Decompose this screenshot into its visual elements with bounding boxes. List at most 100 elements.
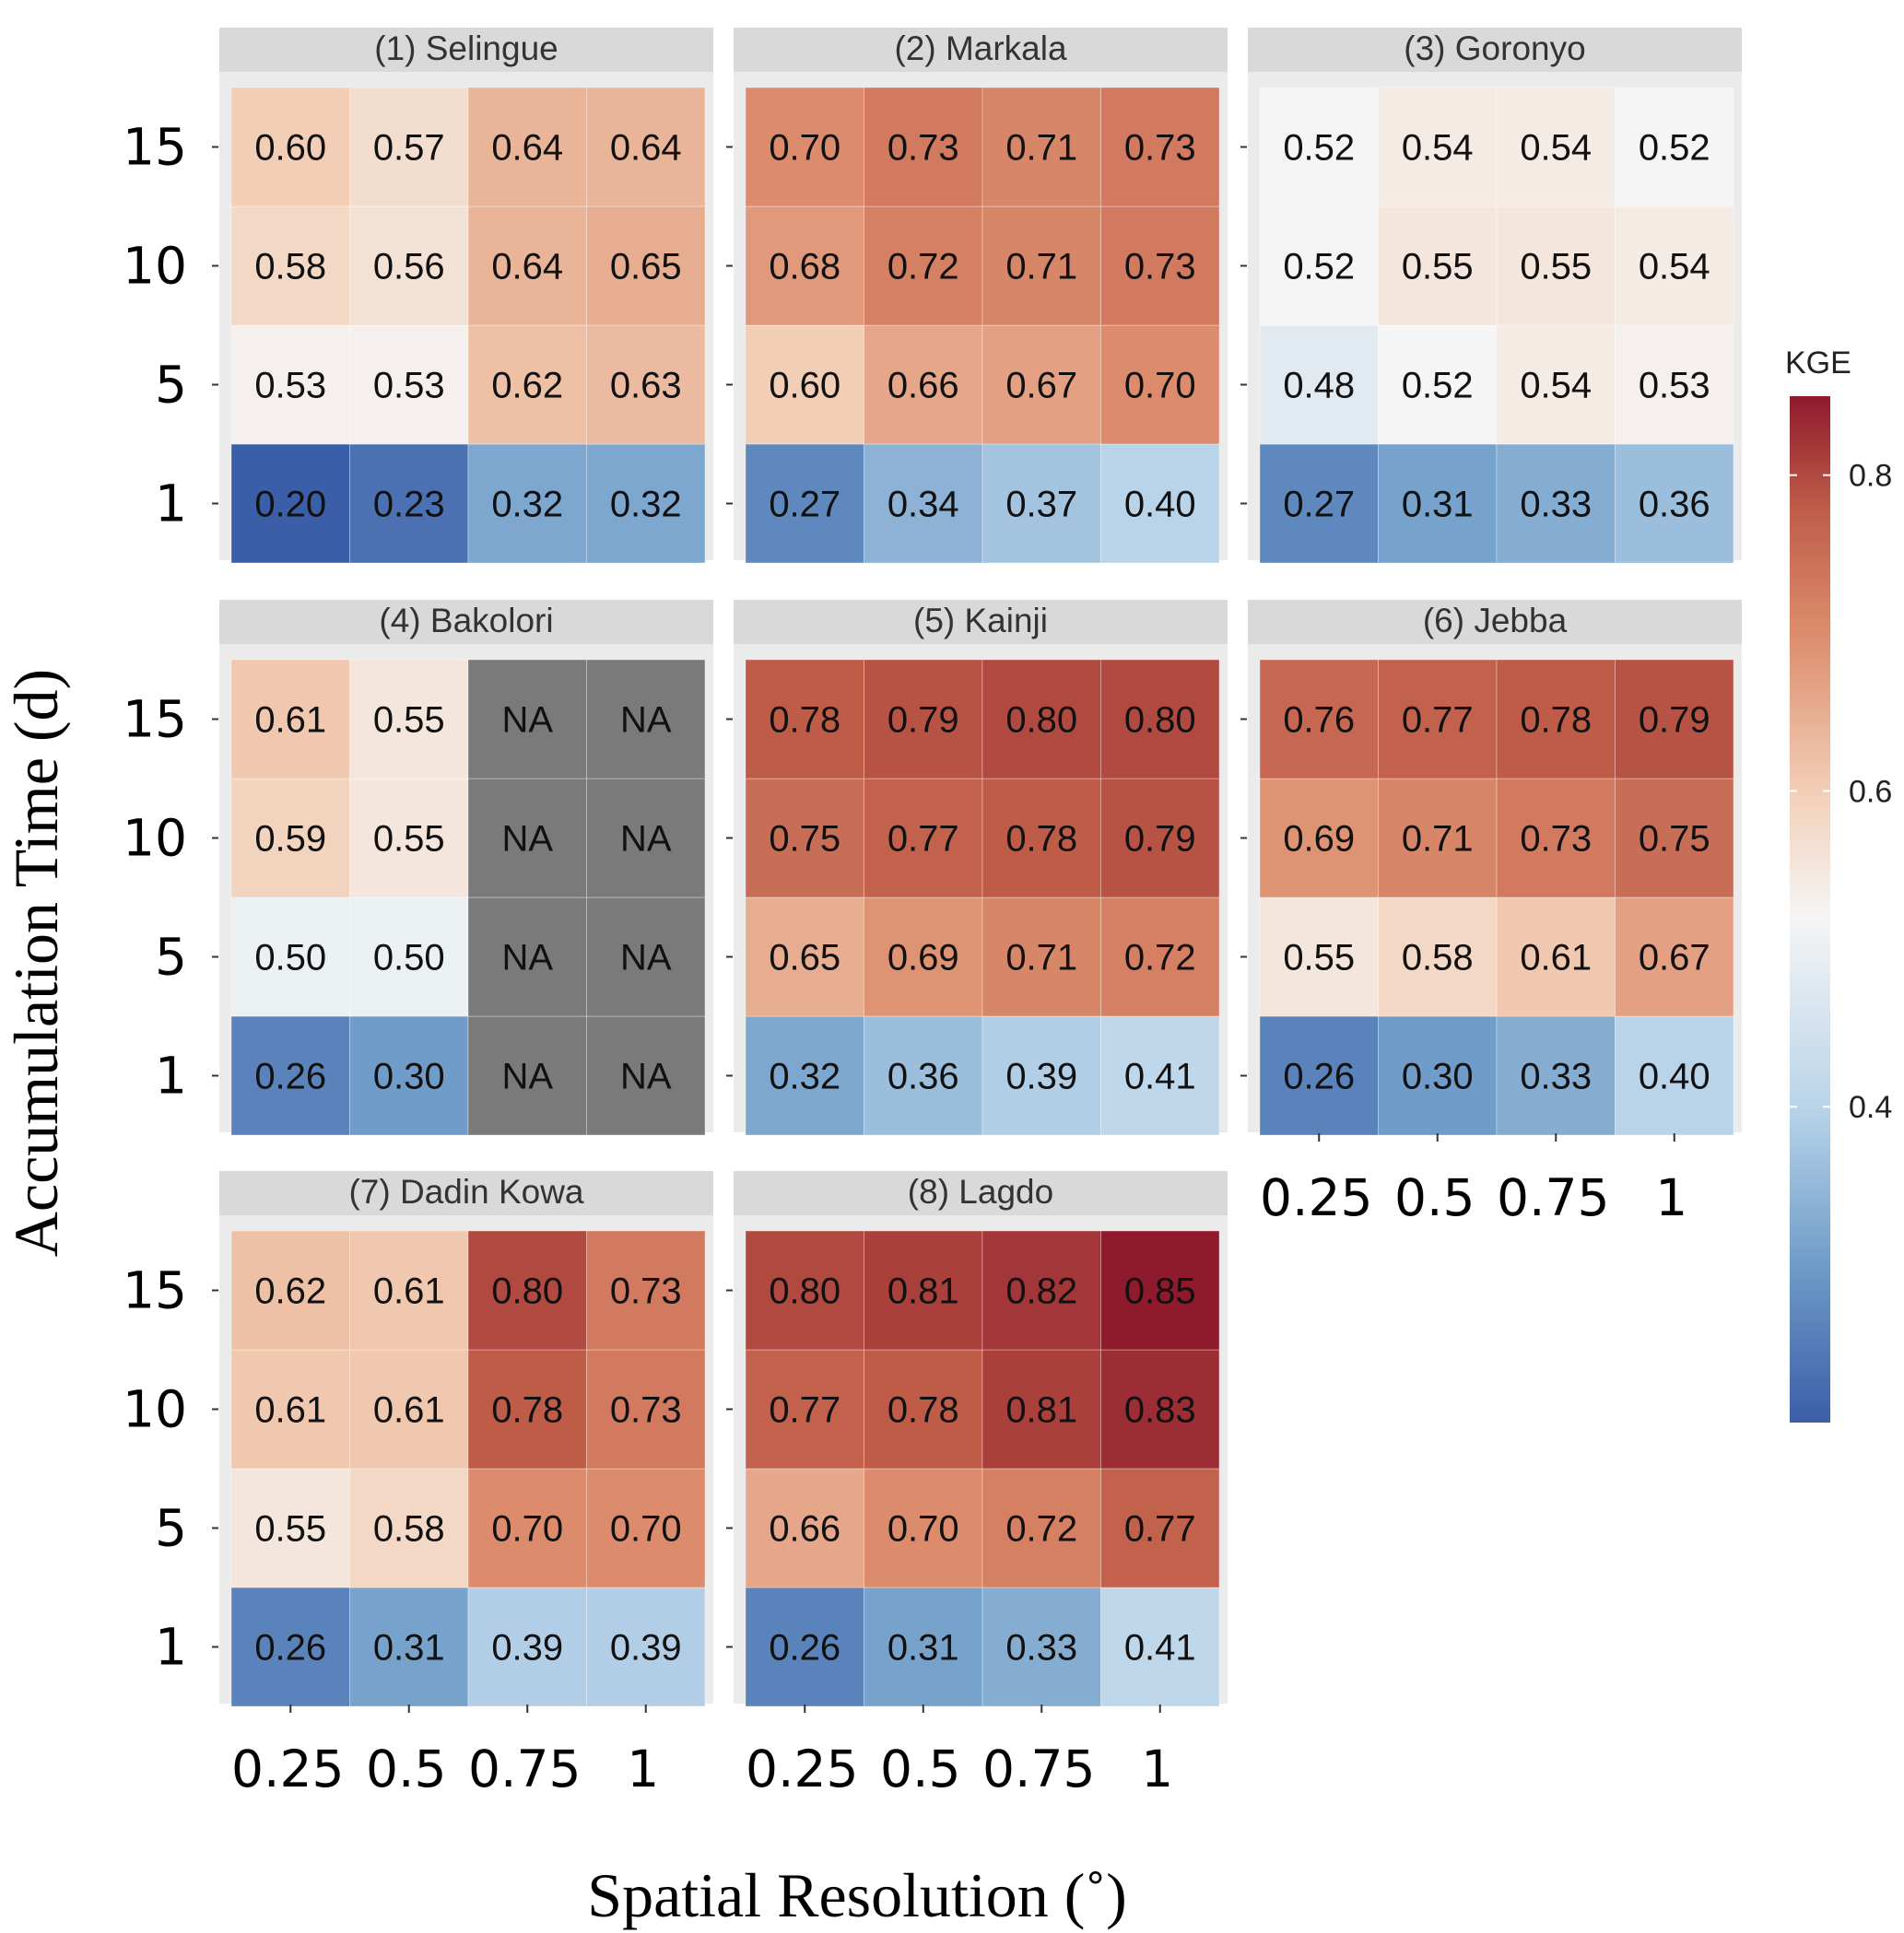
cell-value-label: 0.80 <box>769 1271 840 1312</box>
heatmap-cell <box>745 1468 864 1588</box>
heatmap-cell <box>1100 1587 1220 1707</box>
heatmap-cell <box>230 324 350 445</box>
cell-value-label: 0.62 <box>254 1271 326 1312</box>
cell-value-label: 0.73 <box>1520 819 1592 860</box>
cell-value-label: 0.36 <box>1639 485 1710 525</box>
heatmap-cell <box>981 205 1101 326</box>
heatmap-cell <box>1378 87 1498 207</box>
heatmap-cell <box>586 205 706 326</box>
cell-value-label: 0.65 <box>610 247 682 287</box>
cell-value-label: 0.79 <box>1124 819 1196 860</box>
heatmap-cell <box>1615 443 1734 564</box>
heatmap-cell <box>230 205 350 326</box>
cell-value-label: NA <box>620 938 672 978</box>
heatmap-cell <box>467 1230 587 1351</box>
heatmap-cell <box>1378 443 1498 564</box>
x-tick-label: 0.25 <box>231 1740 344 1798</box>
heatmap-cell <box>230 1015 350 1136</box>
cell-value-label: 0.83 <box>1124 1390 1196 1431</box>
cell-value-label: 0.33 <box>1520 485 1592 525</box>
heatmap-cell <box>1259 896 1379 1017</box>
heatmap-cell <box>864 896 983 1017</box>
heatmap-cell <box>1615 659 1734 779</box>
cell-value-label: 0.50 <box>254 938 326 978</box>
heatmap-cell <box>864 443 983 564</box>
heatmap-cell <box>230 1587 350 1707</box>
heatmap-cell <box>981 443 1101 564</box>
cell-value-label: 0.39 <box>491 1628 563 1669</box>
heatmap-cell <box>230 778 350 898</box>
cell-value-label: 0.41 <box>1124 1628 1196 1669</box>
cell-value-label: 0.27 <box>769 485 840 525</box>
heatmap-cell <box>981 1349 1101 1470</box>
heatmap-cell <box>586 1015 706 1136</box>
cell-value-label: 0.63 <box>610 366 682 406</box>
heatmap-cell <box>745 1587 864 1707</box>
heatmap-cell <box>981 1468 1101 1588</box>
heatmap-cell <box>230 87 350 207</box>
panel-strip <box>219 1171 713 1215</box>
heatmap-cell <box>1259 205 1379 326</box>
heatmap-cell <box>745 87 864 207</box>
cell-value-label: 0.70 <box>1124 366 1196 406</box>
x-tick-label: 0.5 <box>366 1740 446 1798</box>
cell-value-label: 0.31 <box>373 1628 445 1669</box>
heatmap-cell <box>586 1587 706 1707</box>
cell-value-label: 0.61 <box>254 700 326 741</box>
cell-value-label: 0.48 <box>1283 366 1355 406</box>
cell-value-label: 0.20 <box>254 485 326 525</box>
cell-value-label: 0.73 <box>610 1390 682 1431</box>
heatmap-cell <box>586 896 706 1017</box>
panel-strip <box>734 1171 1228 1215</box>
cell-value-label: 0.69 <box>1283 819 1355 860</box>
cell-value-label: 0.55 <box>1520 247 1592 287</box>
heatmap-cell <box>864 1015 983 1136</box>
heatmap-cell <box>230 1349 350 1470</box>
color-legend: KGE 0.4 0.6 0.8 <box>1785 346 1892 1423</box>
heatmap-cell <box>745 324 864 445</box>
cell-value-label: NA <box>501 819 553 860</box>
cell-value-label: 0.80 <box>491 1271 563 1312</box>
cell-value-label: 0.75 <box>769 819 840 860</box>
cell-value-label: 0.67 <box>1639 938 1710 978</box>
colorbar-tick-label: 0.8 <box>1849 459 1892 494</box>
heatmap-cell <box>1496 87 1616 207</box>
cell-value-label: 0.58 <box>373 1509 445 1550</box>
panel-strip <box>734 600 1228 644</box>
cell-value-label: 0.58 <box>254 247 326 287</box>
cell-value-label: 0.32 <box>491 485 563 525</box>
heatmap-cell <box>981 659 1101 779</box>
cell-value-label: 0.40 <box>1124 485 1196 525</box>
cell-value-label: 0.39 <box>610 1628 682 1669</box>
panel-title: (4) Bakolori <box>379 602 553 639</box>
heatmap-cell <box>467 896 587 1017</box>
cell-value-label: 0.55 <box>1283 938 1355 978</box>
heatmap-cell <box>1100 1468 1220 1588</box>
cell-value-label: NA <box>620 1057 672 1097</box>
cell-value-label: NA <box>501 1057 553 1097</box>
heatmap-cell <box>1615 87 1734 207</box>
heatmap-cell <box>745 443 864 564</box>
heatmap-cell <box>349 896 469 1017</box>
cell-value-label: 0.56 <box>373 247 445 287</box>
y-axis-title: Accumulation Time (d) <box>1 669 71 1257</box>
cell-value-label: 0.78 <box>769 700 840 741</box>
x-tick-label: 0.25 <box>1260 1168 1372 1227</box>
cell-value-label: 0.77 <box>1402 700 1474 741</box>
heatmap-cell <box>1100 443 1220 564</box>
heatmap-cell <box>467 324 587 445</box>
y-tick-label: 1 <box>155 474 187 533</box>
y-tick-label: 15 <box>123 118 187 177</box>
cell-value-label: 0.77 <box>769 1390 840 1431</box>
cell-value-label: 0.64 <box>491 247 563 287</box>
heatmap-cell <box>586 1230 706 1351</box>
panel-title: (8) Lagdo <box>908 1173 1053 1211</box>
heatmap-cell <box>864 778 983 898</box>
cell-value-label: 0.31 <box>887 1628 959 1669</box>
heatmap-cell <box>467 1015 587 1136</box>
heatmap-cell <box>1615 1015 1734 1136</box>
heatmap-cell <box>981 1015 1101 1136</box>
cell-value-label: 0.58 <box>1402 938 1474 978</box>
cell-value-label: 0.39 <box>1005 1057 1077 1097</box>
